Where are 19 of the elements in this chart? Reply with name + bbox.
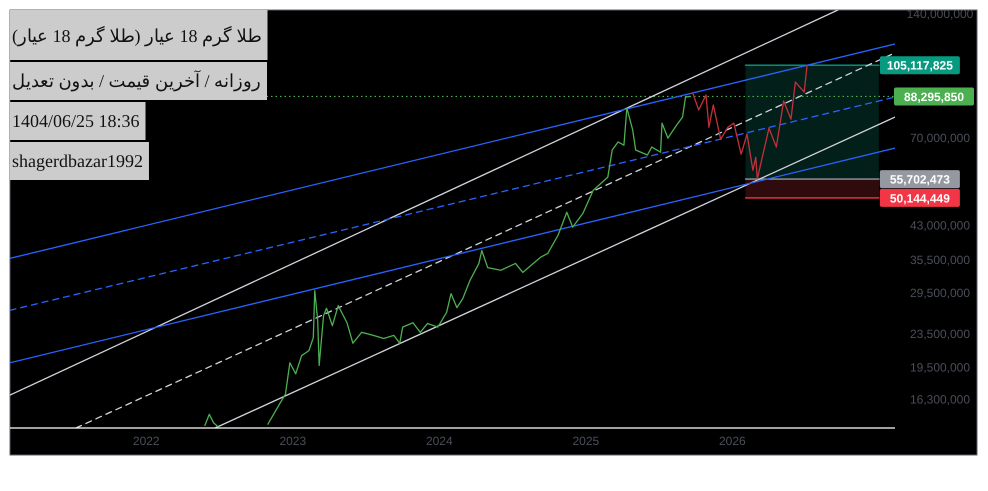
- annotation: 1404/06/25 18:36: [12, 111, 140, 131]
- ref-line-label: 88,295,850: [904, 90, 964, 104]
- data-label: 50,144,449: [890, 191, 950, 206]
- data-label: 55,702,473: [890, 172, 950, 187]
- y-tick-label: 35,500,000: [910, 252, 970, 267]
- x-tick-label: 2022: [132, 434, 160, 448]
- y-tick-label: 43,000,000: [910, 218, 970, 232]
- annotation: shagerdbazar1992: [12, 151, 143, 171]
- y-tick-label: 140,000,000: [906, 6, 974, 21]
- data-label: 105,117,825: [886, 58, 954, 73]
- y-tick-label: 16,300,000: [910, 392, 970, 406]
- x-tick-label: 2023: [279, 434, 306, 448]
- y-tick-label: 23,500,000: [910, 326, 970, 341]
- y-tick-label: 29,500,000: [910, 286, 970, 300]
- x-tick-label: 2026: [719, 434, 746, 448]
- x-tick-label: 2025: [572, 434, 600, 448]
- y-tick-label: 19,500,000: [910, 360, 970, 374]
- y-tick-label: 70,000,000: [910, 131, 970, 146]
- x-tick-label: 2024: [426, 434, 453, 448]
